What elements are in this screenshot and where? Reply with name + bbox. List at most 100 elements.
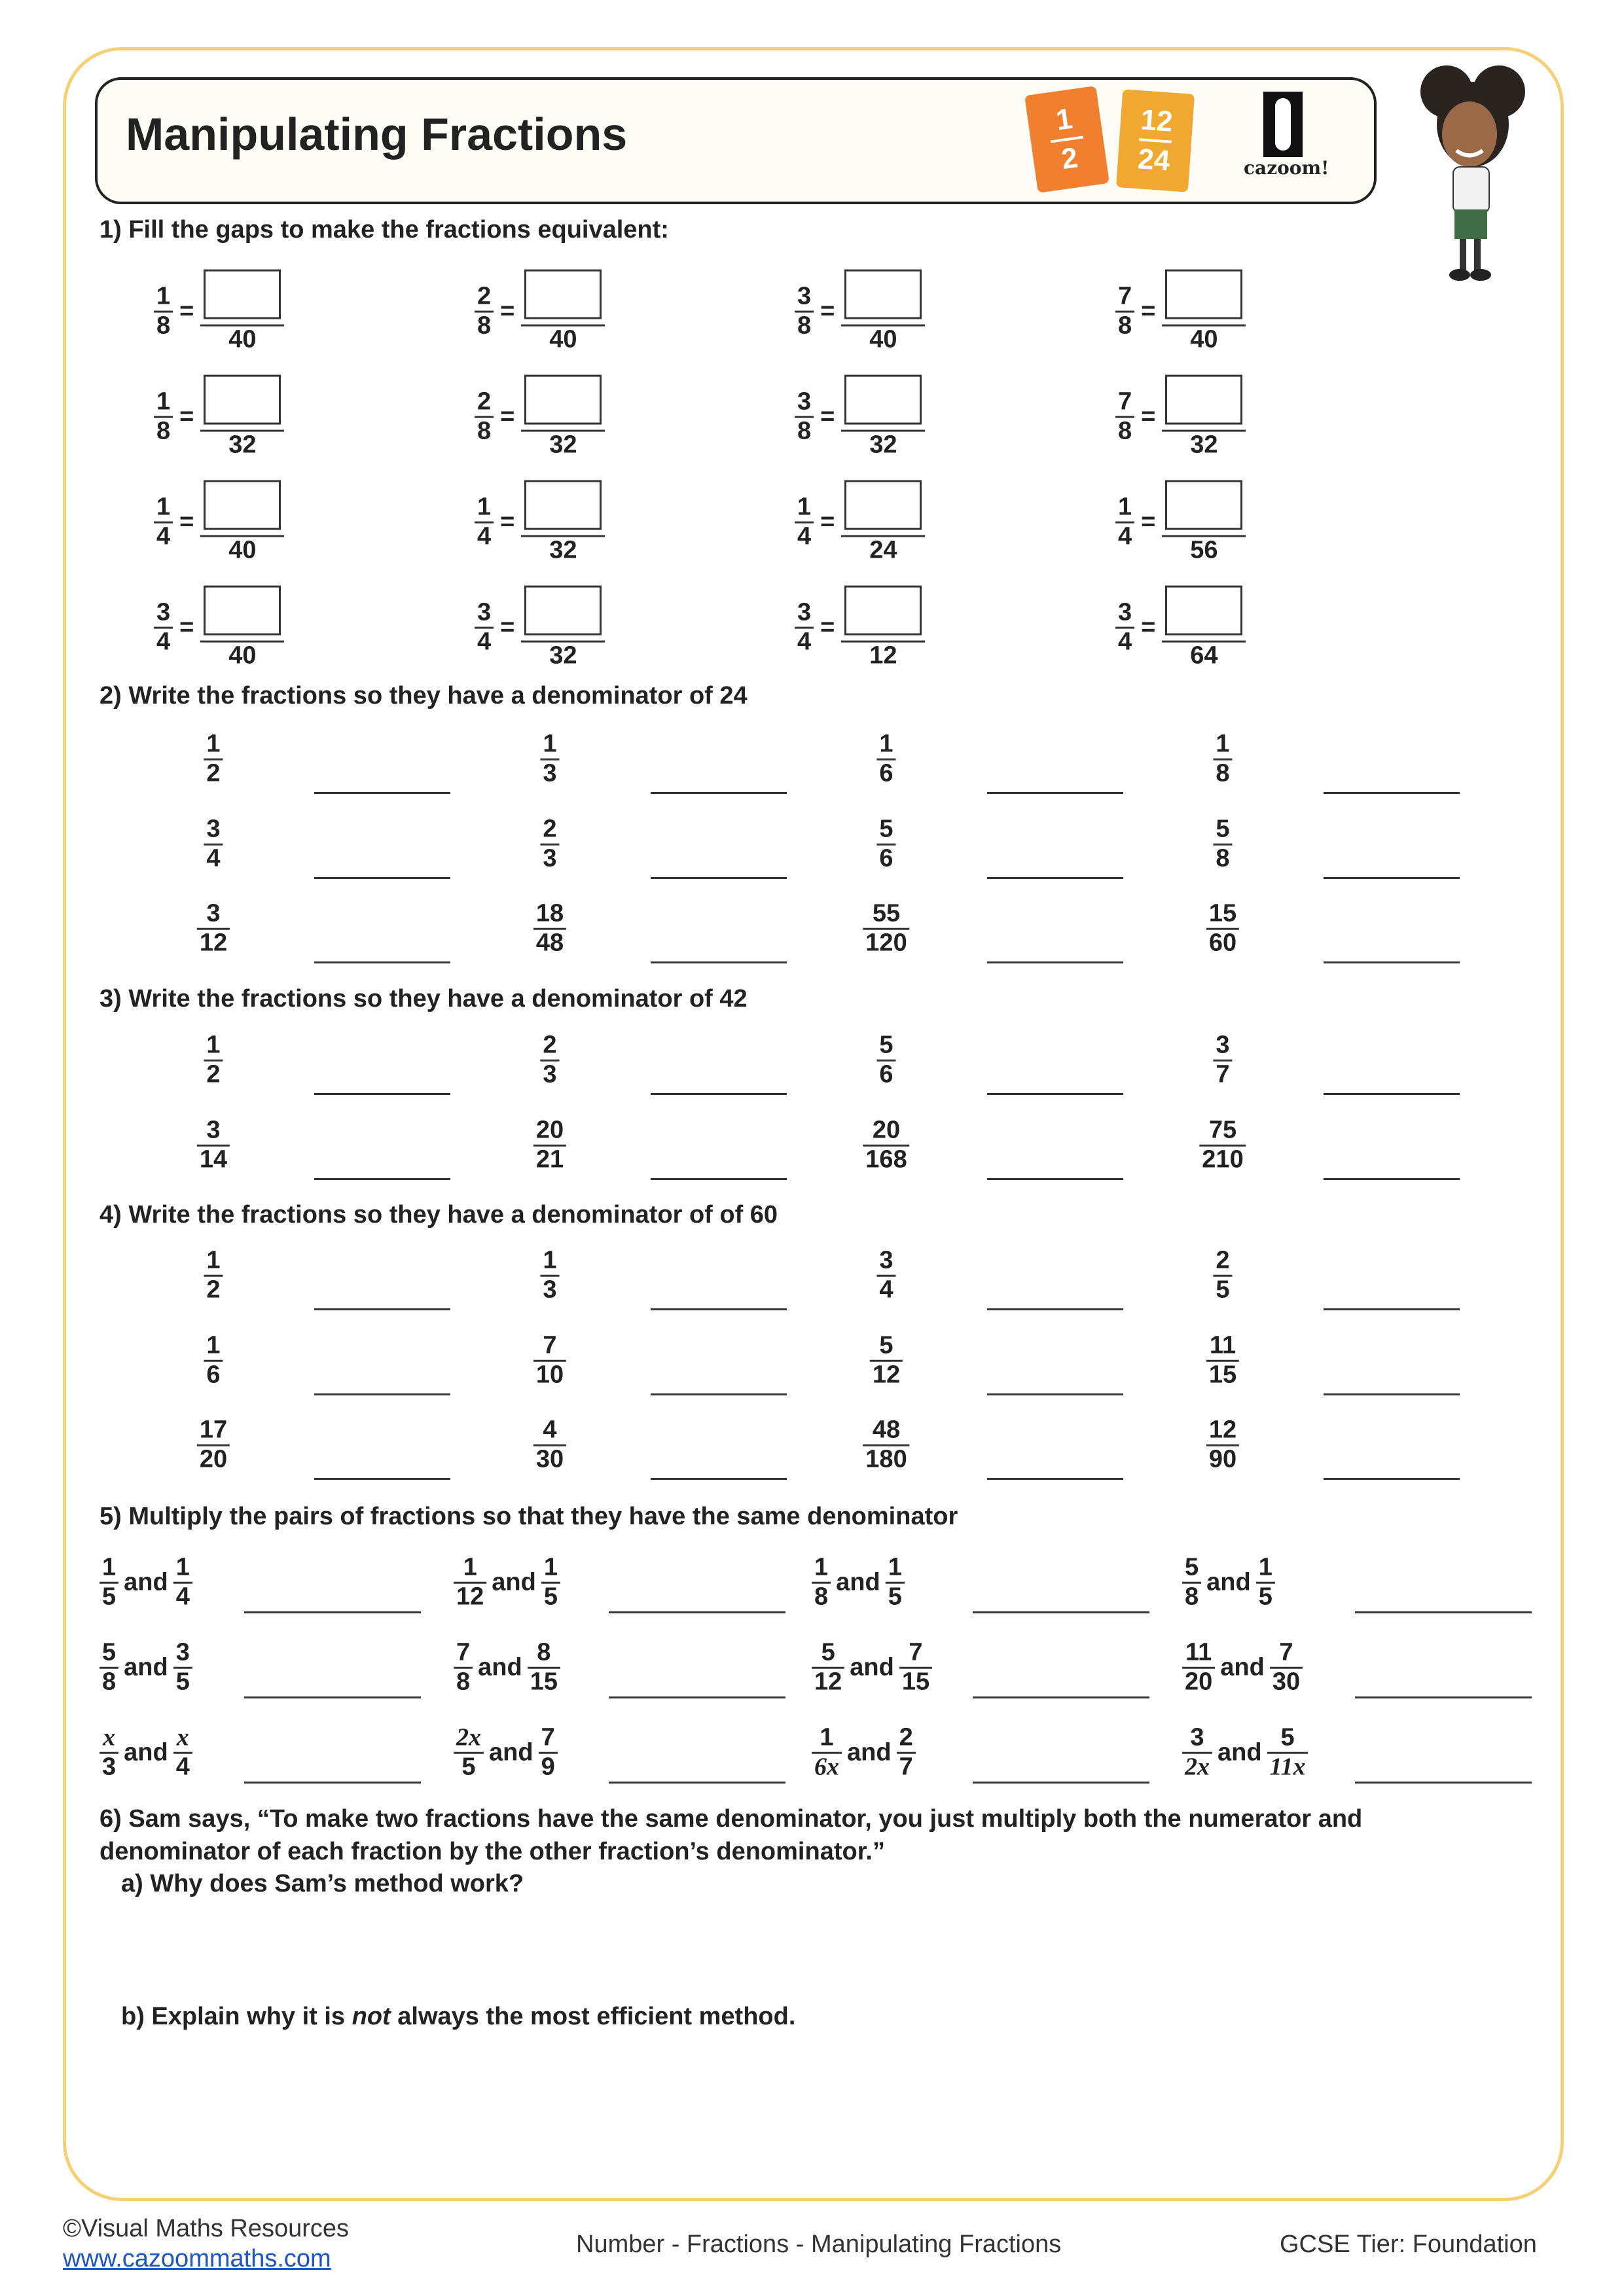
page-title: Manipulating Fractions	[126, 109, 628, 160]
fraction-bar	[521, 429, 605, 432]
answer-line[interactable]	[987, 1178, 1123, 1180]
equivalent-fraction-item: 3 4 = 64	[1115, 585, 1246, 670]
denominator: 8	[477, 312, 492, 340]
numerator-answer-box[interactable]	[1165, 480, 1243, 530]
fraction-bar	[99, 1751, 119, 1754]
answer-line[interactable]	[314, 961, 450, 963]
target-fraction: 40	[521, 269, 605, 354]
target-denominator: 56	[1190, 536, 1218, 564]
answer-line[interactable]	[651, 792, 787, 794]
denominator: 3	[543, 1276, 557, 1304]
first-fraction: 5 12	[812, 1639, 845, 1696]
answer-line[interactable]	[987, 792, 1123, 794]
numerator-answer-box[interactable]	[844, 374, 922, 425]
answer-line[interactable]	[651, 1478, 787, 1480]
answer-line[interactable]	[244, 1696, 421, 1698]
numerator-answer-box[interactable]	[524, 269, 602, 319]
denominator: 5	[543, 1583, 558, 1611]
answer-line[interactable]	[1324, 1478, 1460, 1480]
answer-line[interactable]	[1324, 877, 1460, 879]
fraction-pair: 1 12 and 1 5	[454, 1554, 560, 1611]
denominator: 4	[477, 628, 492, 656]
answer-line[interactable]	[314, 1478, 450, 1480]
fraction-bar	[841, 640, 926, 643]
denominator: 2	[206, 1060, 221, 1088]
answer-line[interactable]	[1324, 1093, 1460, 1095]
answer-line[interactable]	[651, 1393, 787, 1395]
and-label: and	[478, 1653, 522, 1681]
answer-line[interactable]	[1355, 1696, 1532, 1698]
website-link[interactable]: www.cazoommaths.com	[63, 2245, 331, 2272]
numerator-answer-box[interactable]	[524, 585, 602, 636]
numerator-answer-box[interactable]	[844, 585, 922, 636]
answer-line[interactable]	[314, 1393, 450, 1395]
numerator-answer-box[interactable]	[1165, 269, 1243, 319]
target-denominator: 40	[549, 325, 577, 353]
answer-line[interactable]	[973, 1611, 1149, 1613]
answer-line[interactable]	[244, 1611, 421, 1613]
answer-line[interactable]	[987, 961, 1123, 963]
fraction-bar	[1267, 1751, 1308, 1754]
fraction-bar	[521, 640, 605, 643]
answer-line[interactable]	[987, 1393, 1123, 1395]
target-denominator: 32	[549, 641, 577, 670]
answer-line[interactable]	[609, 1696, 785, 1698]
numerator: 2	[543, 1031, 557, 1059]
equivalent-fraction-item: 7 8 = 40	[1115, 269, 1246, 354]
answer-line[interactable]	[651, 1178, 787, 1180]
answer-line[interactable]	[1324, 1393, 1460, 1395]
answer-line[interactable]	[651, 961, 787, 963]
answer-line[interactable]	[987, 1478, 1123, 1480]
answer-line[interactable]	[314, 792, 450, 794]
numerator-answer-box[interactable]	[1165, 374, 1243, 425]
answer-line[interactable]	[314, 1178, 450, 1180]
fraction-bar	[173, 1666, 192, 1669]
answer-line[interactable]	[1324, 961, 1460, 963]
numerator-answer-box[interactable]	[204, 374, 281, 425]
answer-line[interactable]	[987, 1308, 1123, 1310]
denominator: 3	[102, 1753, 117, 1781]
answer-line[interactable]	[314, 877, 450, 879]
fraction-bar	[154, 310, 173, 313]
answer-line[interactable]	[973, 1696, 1149, 1698]
answer-line[interactable]	[973, 1782, 1149, 1784]
numerator-answer-box[interactable]	[1165, 585, 1243, 636]
answer-line[interactable]	[651, 1093, 787, 1095]
numerator-answer-box[interactable]	[204, 480, 281, 530]
answer-line[interactable]	[1355, 1782, 1532, 1784]
answer-line[interactable]	[609, 1611, 785, 1613]
numerator-answer-box[interactable]	[204, 585, 281, 636]
numerator-answer-box[interactable]	[524, 480, 602, 530]
fraction-bar	[521, 535, 605, 537]
answer-line[interactable]	[987, 877, 1123, 879]
answer-line[interactable]	[314, 1093, 450, 1095]
answer-line[interactable]	[651, 1308, 787, 1310]
numerator-answer-box[interactable]	[524, 374, 602, 425]
denominator: 8	[156, 417, 171, 445]
answer-line[interactable]	[1355, 1611, 1532, 1613]
numerator: 3	[206, 899, 221, 927]
answer-line[interactable]	[609, 1782, 785, 1784]
answer-line[interactable]	[987, 1093, 1123, 1095]
answer-line[interactable]	[314, 1308, 450, 1310]
answer-line[interactable]	[651, 877, 787, 879]
answer-line[interactable]	[1324, 1308, 1460, 1310]
fraction-bar	[200, 640, 285, 643]
numerator: 3	[206, 815, 221, 843]
numerator: x	[103, 1723, 116, 1751]
numerator-answer-box[interactable]	[204, 269, 281, 319]
denominator: 12	[872, 1361, 901, 1389]
answer-line[interactable]	[244, 1782, 421, 1784]
answer-line[interactable]	[1324, 1178, 1460, 1180]
answer-line[interactable]	[1324, 792, 1460, 794]
fraction-bar	[863, 927, 910, 930]
fraction-bar	[841, 535, 926, 537]
numerator-answer-box[interactable]	[844, 480, 922, 530]
numerator-answer-box[interactable]	[844, 269, 922, 319]
